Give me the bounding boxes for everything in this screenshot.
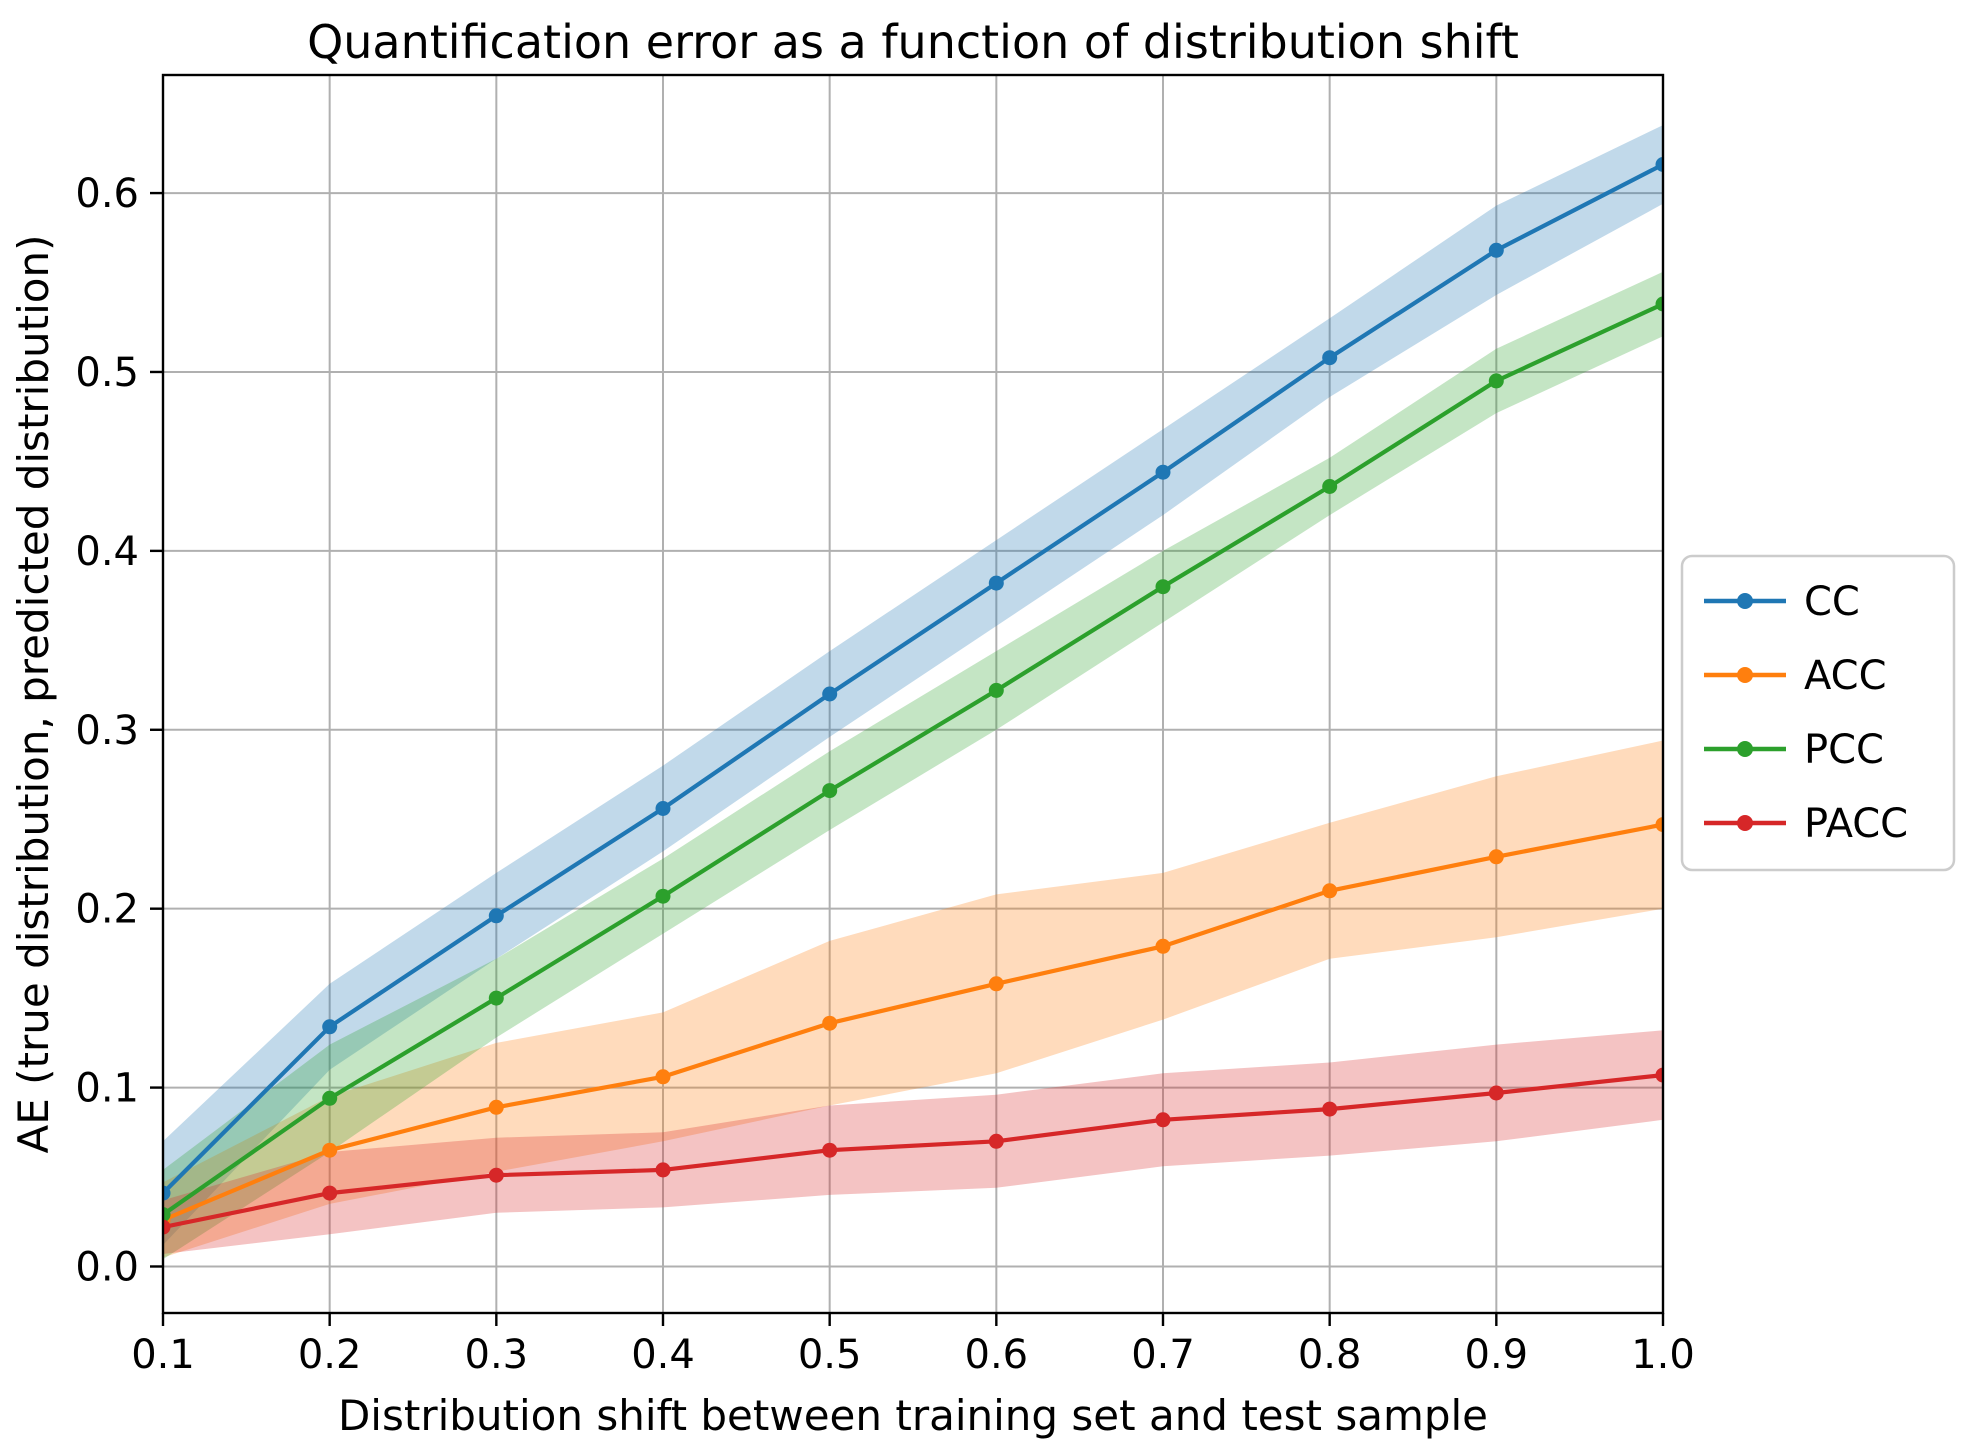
data-point-CC: [822, 686, 838, 702]
data-point-PCC: [988, 682, 1004, 698]
plot-frame: [161, 73, 1665, 1315]
y-tick-label: 0.4: [75, 529, 139, 575]
data-point-ACC: [822, 1015, 838, 1031]
data-point-PACC: [1322, 1101, 1338, 1117]
legend-item-ACC: ACC: [1704, 653, 1887, 699]
confidence-band-layer: [163, 125, 1663, 1260]
series-line-CC: [163, 162, 1663, 1196]
series-line-layer: [163, 157, 1663, 1235]
x-tick-label: 0.4: [631, 1332, 695, 1378]
legend-marker-ACC: [1737, 667, 1753, 683]
data-point-PACC: [1155, 1112, 1171, 1128]
data-point-CC: [1655, 157, 1663, 172]
x-axis-label: Distribution shift between training set …: [338, 1391, 1488, 1440]
legend-marker-PCC: [1737, 741, 1753, 757]
data-point-PACC: [655, 1162, 671, 1178]
confidence-band-ACC: [163, 740, 1663, 1258]
data-point-PCC: [1155, 579, 1171, 595]
legend: CC ACC PCC PACC: [1680, 554, 1956, 872]
data-point-ACC: [1655, 817, 1663, 833]
chart-title: Quantification error as a function of di…: [307, 15, 1519, 69]
y-tick-label: 0.1: [75, 1066, 139, 1112]
legend-marker-PACC: [1737, 815, 1753, 831]
data-point-PCC: [1488, 373, 1504, 389]
data-point-PCC: [488, 990, 504, 1006]
confidence-band-PACC: [163, 1030, 1663, 1254]
plot-frame-layer: [161, 73, 1665, 1315]
series-line-PCC: [163, 301, 1663, 1217]
data-point-ACC: [1155, 938, 1171, 954]
data-point-CC: [1488, 242, 1504, 258]
x-tick-label: 0.5: [798, 1332, 862, 1378]
x-tick-label: 0.3: [465, 1332, 529, 1378]
confidence-band-PCC: [163, 271, 1663, 1260]
x-tick-label: 0.2: [298, 1332, 362, 1378]
data-point-PACC: [988, 1133, 1004, 1149]
data-point-PCC: [1655, 296, 1663, 312]
data-point-PACC: [488, 1167, 504, 1183]
data-point-CC: [988, 575, 1004, 591]
x-tick-label: 0.8: [1298, 1332, 1362, 1378]
legend-label-ACC: ACC: [1804, 653, 1887, 699]
series-line-PACC: [163, 1072, 1663, 1230]
data-point-ACC: [322, 1142, 338, 1158]
data-point-PCC: [163, 1207, 171, 1223]
x-tick-label: 1.0: [1631, 1332, 1695, 1378]
data-point-ACC: [488, 1099, 504, 1115]
y-tick-label: 0.6: [75, 171, 139, 217]
y-tick-label: 0.2: [75, 887, 139, 933]
y-tick-label: 0.0: [75, 1244, 139, 1290]
data-point-CC: [488, 908, 504, 924]
data-point-PCC: [1322, 479, 1338, 494]
legend-label-CC: CC: [1804, 579, 1860, 625]
confidence-band-CC: [163, 125, 1663, 1246]
y-axis-label: AE (true distribution, predicted distrib…: [9, 235, 58, 1154]
data-point-ACC: [988, 976, 1004, 992]
x-tick-label: 0.7: [1131, 1332, 1195, 1378]
data-point-ACC: [1488, 849, 1504, 865]
tick-layer: 0.1 0.2 0.3 0.4 0.5 0.6 0.7 0.8 0.9 1.0 0.0 0.1 0.2 0…: [75, 171, 1694, 1378]
data-point-PCC: [322, 1090, 338, 1106]
data-point-CC: [1322, 350, 1338, 366]
y-tick-label: 0.5: [75, 350, 139, 396]
series-line-ACC: [163, 822, 1663, 1223]
legend-label-PACC: PACC: [1804, 801, 1908, 847]
data-point-PACC: [1488, 1085, 1504, 1101]
y-tick-label: 0.3: [75, 708, 139, 754]
data-point-CC: [322, 1019, 338, 1035]
x-tick-label: 0.9: [1465, 1332, 1529, 1378]
legend-box: [1680, 554, 1956, 872]
legend-label-PCC: PCC: [1804, 727, 1884, 773]
legend-item-PCC: PCC: [1704, 727, 1884, 773]
data-point-PACC: [1655, 1067, 1663, 1083]
legend-marker-CC: [1737, 593, 1753, 609]
x-tick-label: 0.6: [965, 1332, 1029, 1378]
data-point-CC: [163, 1185, 171, 1201]
data-point-ACC: [655, 1069, 671, 1085]
legend-item-CC: CC: [1704, 579, 1860, 625]
legend-item-PACC: PACC: [1704, 801, 1908, 847]
data-point-CC: [1155, 464, 1171, 480]
data-point-PACC: [163, 1219, 171, 1235]
data-point-CC: [655, 801, 671, 816]
data-point-PCC: [822, 783, 838, 799]
data-point-PACC: [322, 1185, 338, 1201]
data-point-PCC: [655, 888, 671, 904]
data-point-PACC: [822, 1142, 838, 1158]
data-point-ACC: [1322, 883, 1338, 899]
x-tick-label: 0.1: [131, 1332, 195, 1378]
